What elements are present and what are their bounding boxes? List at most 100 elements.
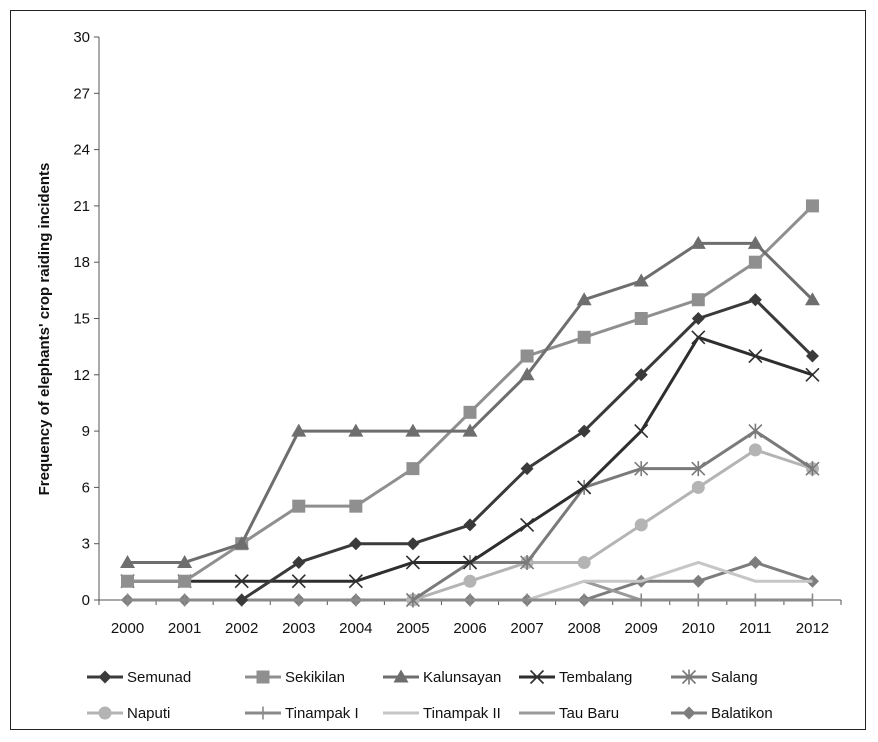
- x-tick-label: 2003: [282, 620, 315, 637]
- data-point: [120, 554, 136, 568]
- x-tick-label: 2012: [796, 620, 829, 637]
- data-point: [349, 593, 363, 607]
- data-point: [405, 592, 420, 608]
- legend-item-sekikilan: Sekikilan: [245, 669, 345, 686]
- legend-label: Balatikon: [711, 705, 773, 722]
- data-point: [691, 593, 705, 607]
- data-point: [634, 312, 648, 325]
- data-point: [519, 367, 535, 381]
- legend-marker: [682, 706, 696, 720]
- data-point: [634, 368, 648, 382]
- x-tick-label: 2001: [168, 620, 201, 637]
- data-point: [748, 293, 762, 307]
- series-line-salang: [412, 429, 814, 602]
- data-point: [805, 199, 819, 213]
- data-point: [577, 330, 591, 344]
- data-point: [577, 424, 591, 438]
- data-point: [348, 423, 364, 437]
- data-point: [405, 555, 420, 570]
- legend-item-balatikon: Balatikon: [671, 705, 773, 722]
- data-point: [463, 518, 477, 532]
- series-line-tinampak-ii: [526, 560, 813, 602]
- legend-label: Tau Baru: [559, 705, 619, 722]
- data-point: [690, 235, 706, 249]
- legend-item-semunad: Semunad: [87, 669, 191, 686]
- data-point: [577, 593, 591, 607]
- series-tinampak-ii: [526, 560, 813, 602]
- legend-label: Semunad: [127, 669, 191, 686]
- y-tick-label: 6: [82, 479, 90, 496]
- data-point: [691, 480, 705, 494]
- data-point: [804, 292, 820, 306]
- data-point: [748, 593, 762, 607]
- data-point: [805, 349, 819, 363]
- data-point: [234, 574, 249, 589]
- data-point: [805, 461, 820, 477]
- legend-item-tembalang: Tembalang: [519, 669, 632, 686]
- y-tick-label: 15: [73, 311, 90, 328]
- x-tick-label: 2005: [396, 620, 429, 637]
- data-point: [691, 574, 705, 588]
- line-chart: 0 3 6 9 12 15 18 21 24 27 30 2000 2001 2002 2003 2004 20…: [36, 29, 842, 722]
- legend-label: Kalunsayan: [423, 669, 501, 686]
- legend-label: Tinampak I: [285, 705, 359, 722]
- data-point: [406, 462, 420, 476]
- data-point: [178, 574, 192, 588]
- data-point: [292, 499, 306, 513]
- x-tick-label: 2011: [739, 620, 771, 637]
- data-point: [748, 555, 762, 569]
- y-axis-label: Frequency of elephants' crop raiding inc…: [36, 163, 53, 496]
- legend-item-tinampak-ii: Tinampak II: [383, 705, 501, 722]
- data-point: [292, 555, 306, 569]
- data-point: [577, 555, 591, 569]
- data-point: [748, 348, 763, 364]
- data-point: [520, 517, 535, 532]
- data-point: [292, 593, 306, 607]
- y-tick-label: 9: [82, 423, 90, 440]
- series-line-tau-baru: [583, 579, 642, 602]
- data-point: [805, 367, 820, 382]
- data-point: [463, 574, 477, 588]
- data-point: [406, 537, 420, 551]
- data-point: [291, 423, 307, 437]
- y-tick-label: 30: [73, 29, 90, 46]
- data-point: [121, 574, 135, 588]
- data-point: [121, 593, 135, 607]
- data-point: [520, 349, 534, 363]
- data-point: [349, 499, 363, 513]
- x-tick-label: 2002: [225, 620, 258, 637]
- data-point: [348, 574, 363, 589]
- data-point: [462, 555, 478, 570]
- legend-item-kalunsayan: Kalunsayan: [383, 669, 501, 686]
- legend-item-tinampak-i: Tinampak I: [245, 705, 359, 722]
- y-tick-label: 21: [73, 198, 90, 215]
- legend-label: Naputi: [127, 705, 170, 722]
- data-point: [463, 405, 477, 419]
- data-point: [235, 593, 249, 607]
- x-tick-label: 2009: [625, 620, 658, 637]
- legend-item-naputi: Naputi: [87, 705, 170, 722]
- data-point: [405, 423, 421, 437]
- legend-label: Tinampak II: [423, 705, 501, 722]
- y-tick-label: 24: [73, 142, 90, 159]
- axes: 0 3 6 9 12 15 18 21 24 27 30 2000 2001 2002 2003 2004 20…: [73, 29, 842, 637]
- data-point: [291, 574, 306, 589]
- data-point: [748, 255, 762, 269]
- x-tick-label: 2000: [111, 620, 144, 637]
- legend-marker: [98, 706, 112, 720]
- data-point: [805, 593, 819, 607]
- data-point: [634, 461, 649, 477]
- series-layer: [120, 199, 820, 608]
- legend-marker: [393, 669, 409, 683]
- data-point: [178, 593, 192, 607]
- x-tick-label: 2004: [339, 620, 372, 637]
- legend-marker: [529, 669, 545, 685]
- y-tick-label: 27: [73, 85, 90, 102]
- legend: Semunad Sekikilan Kalunsayan Tembalang Salan…: [87, 669, 773, 722]
- data-point: [520, 462, 534, 476]
- x-tick-label: 2006: [453, 620, 486, 637]
- data-point: [691, 330, 706, 345]
- legend-item-tau-baru: Tau Baru: [519, 705, 619, 722]
- series-tau-baru: [583, 579, 642, 602]
- data-point: [577, 480, 592, 495]
